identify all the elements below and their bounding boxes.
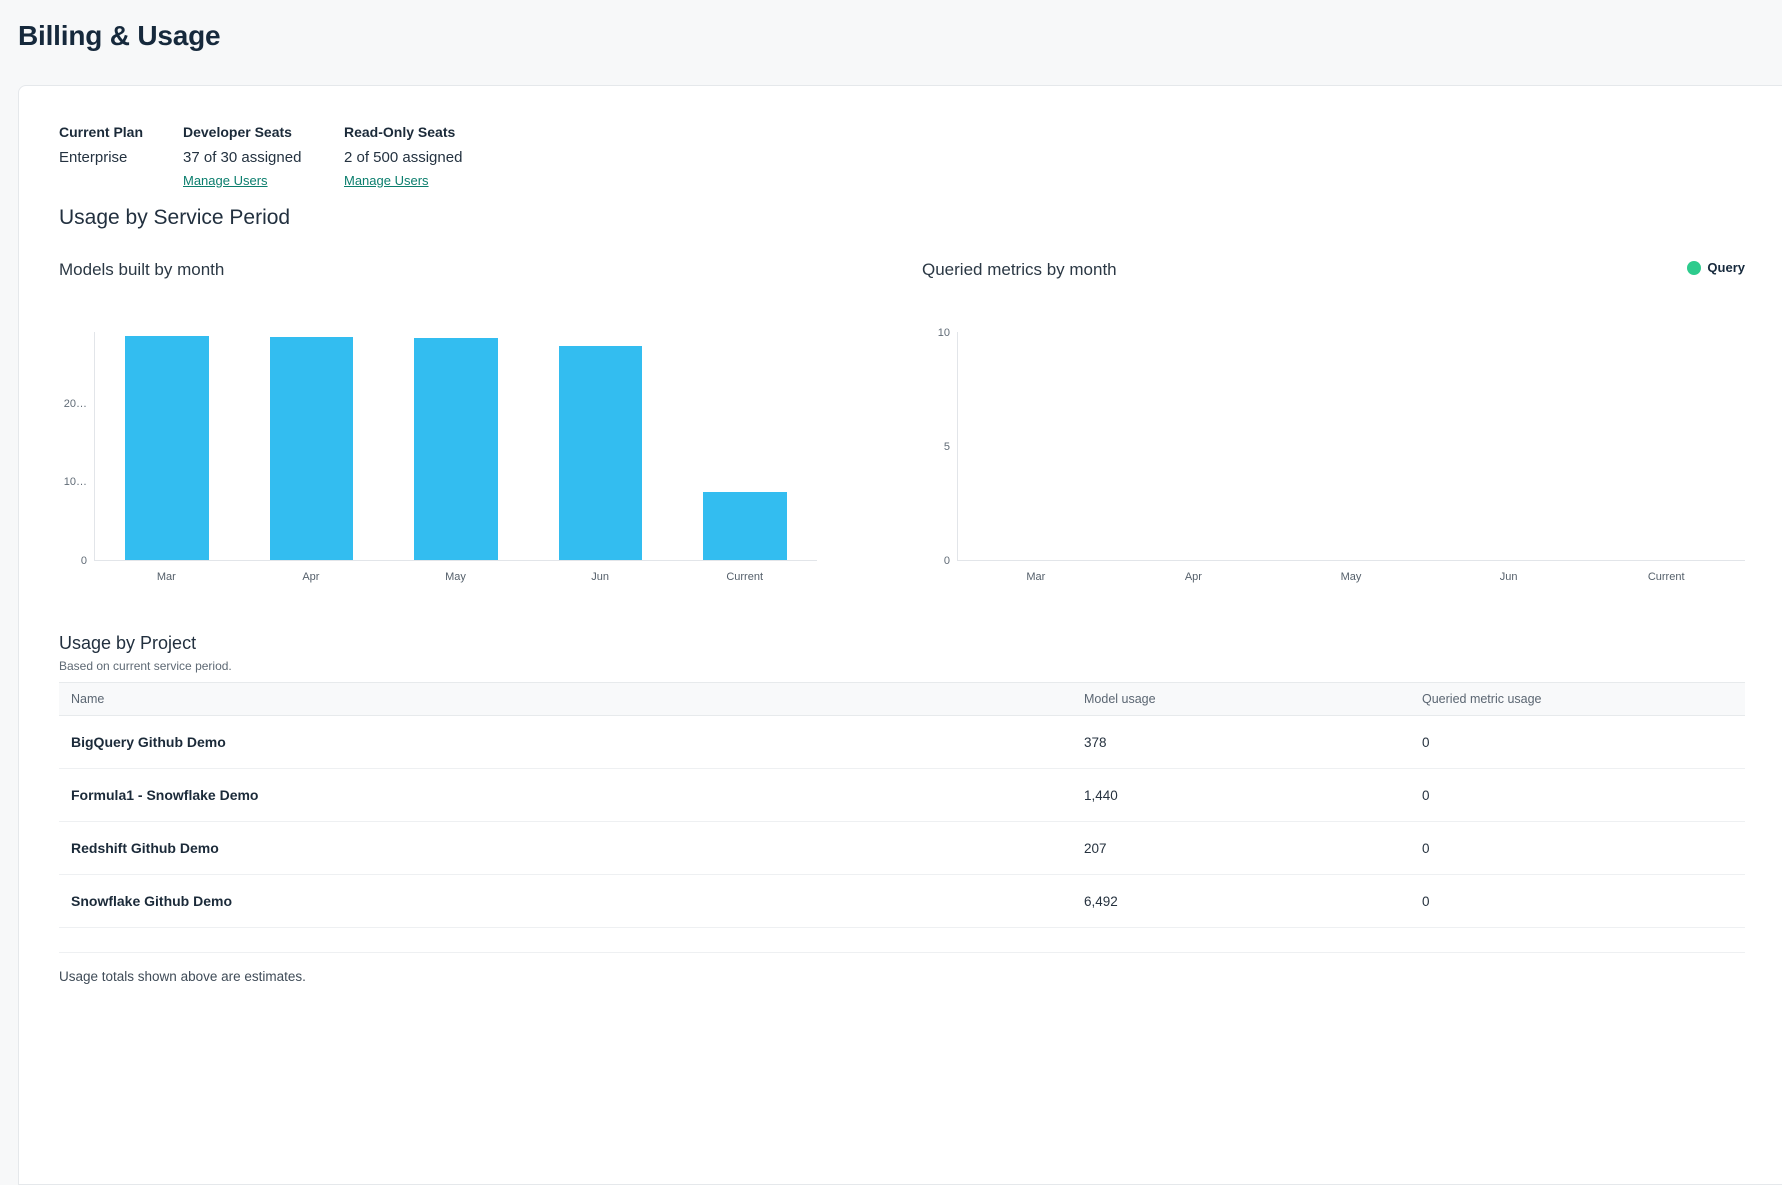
plot-area (94, 332, 817, 561)
table-row: Redshift Github Demo 207 0 (59, 821, 1745, 875)
bar-slot-apr (239, 332, 383, 560)
bar-apr (269, 336, 354, 560)
bar-slot-jun (528, 332, 672, 560)
y-axis-tick: 20… (63, 397, 87, 410)
y-axis: 0 10… 20… (59, 332, 94, 567)
legend-query: Query (1687, 260, 1745, 275)
x-axis: Mar Apr May Jun Current (94, 571, 817, 583)
model-usage-value: 378 (1072, 715, 1410, 769)
bar-slot-may (1273, 332, 1430, 560)
usage-footnote: Usage totals shown above are estimates. (59, 969, 306, 984)
queried-metric-usage-value: 0 (1410, 768, 1745, 822)
queried-metric-usage-value: 0 (1410, 874, 1745, 928)
bar-mar (125, 335, 210, 560)
current-plan-value: Enterprise (59, 149, 128, 166)
developer-seats-label: Developer Seats (183, 124, 292, 140)
project-name: Redshift Github Demo (59, 821, 1072, 875)
bar-slot-current (673, 332, 817, 560)
x-axis-label: Apr (302, 571, 320, 583)
table-spacer-row (59, 927, 1745, 953)
x-axis-label: Current (1647, 571, 1685, 583)
bar-slot-apr (1115, 332, 1272, 560)
bar-slot-jun (1430, 332, 1587, 560)
table-row: BigQuery Github Demo 378 0 (59, 715, 1745, 769)
column-header-queried-metric-usage: Queried metric usage (1410, 682, 1745, 716)
queried-metric-usage-value: 0 (1410, 821, 1745, 875)
bar-current (702, 492, 787, 560)
x-axis-label: May (1340, 571, 1362, 583)
legend-query-label: Query (1707, 260, 1745, 275)
column-header-model-usage: Model usage (1072, 682, 1410, 716)
y-axis-tick: 0 (943, 555, 950, 567)
bar-may (414, 338, 498, 560)
y-axis-tick: 10 (937, 327, 950, 339)
bar-slot-current (1588, 332, 1745, 560)
x-axis: Mar Apr May Jun Current (957, 571, 1745, 583)
plot-area (957, 332, 1745, 561)
manage-users-link-readonly[interactable]: Manage Users (344, 173, 429, 188)
x-axis-label: Jun (591, 571, 609, 583)
bar-slot-mar (95, 332, 239, 560)
y-axis-tick: 5 (943, 441, 950, 453)
usage-by-service-period-heading: Usage by Service Period (59, 206, 291, 229)
bar-slot-may (384, 332, 528, 560)
x-axis-label: Apr (1184, 571, 1202, 583)
page-title: Billing & Usage (18, 20, 221, 51)
queried-metric-usage-value: 0 (1410, 715, 1745, 769)
developer-seats-value: 37 of 30 assigned (183, 149, 302, 166)
usage-by-project-subtitle: Based on current service period. (59, 659, 232, 673)
x-axis-label: Current (726, 571, 764, 583)
usage-by-project-section: Usage by Project Based on current servic… (59, 633, 1749, 984)
developer-seats-block: Developer Seats 37 of 30 assigned Manage… (183, 124, 344, 190)
charts-row: Models built by month 0 10… 20… Mar Apr May J… (59, 260, 1749, 583)
y-axis: 0 5 10 (922, 327, 957, 567)
x-axis-label: Jun (1499, 571, 1518, 583)
table-row: Formula1 - Snowflake Demo 1,440 0 (59, 768, 1745, 822)
billing-card: Current Plan Enterprise Developer Seats … (18, 85, 1782, 1185)
queried-metrics-chart: Queried metrics by month Query 0 5 10 Mar A… (922, 260, 1745, 583)
read-only-seats-label: Read-Only Seats (344, 124, 456, 140)
page-header: Billing & Usage (0, 0, 1782, 85)
bar-jun (558, 346, 643, 560)
plan-summary: Current Plan Enterprise Developer Seats … (59, 124, 1749, 190)
model-usage-value: 6,492 (1072, 874, 1410, 928)
current-plan-label: Current Plan (59, 124, 144, 140)
usage-table: Name Model usage Queried metric usage Bi… (59, 682, 1745, 953)
table-row: Snowflake Github Demo 6,492 0 (59, 874, 1745, 928)
column-header-name: Name (59, 682, 1072, 716)
project-name: Formula1 - Snowflake Demo (59, 768, 1072, 822)
models-built-plot: 0 10… 20… (59, 332, 817, 567)
model-usage-value: 207 (1072, 821, 1410, 875)
usage-by-project-heading: Usage by Project (59, 633, 197, 653)
x-axis-label: May (445, 571, 466, 583)
x-axis-label: Mar (156, 571, 176, 583)
legend-dot-icon (1687, 260, 1702, 275)
project-name: BigQuery Github Demo (59, 715, 1072, 769)
y-axis-tick: 0 (80, 555, 87, 567)
y-axis-tick: 10… (63, 476, 87, 489)
queried-metrics-plot: 0 5 10 (922, 327, 1745, 567)
bar-slot-mar (958, 332, 1115, 560)
model-usage-value: 1,440 (1072, 768, 1410, 822)
queried-metrics-chart-title: Queried metrics by month (922, 260, 1117, 279)
manage-users-link-developer[interactable]: Manage Users (183, 173, 268, 188)
x-axis-label: Mar (1026, 571, 1046, 583)
models-built-chart-title: Models built by month (59, 260, 225, 279)
models-built-chart: Models built by month 0 10… 20… Mar Apr May J… (59, 260, 817, 583)
read-only-seats-block: Read-Only Seats 2 of 500 assigned Manage… (344, 124, 462, 190)
table-header-row: Name Model usage Queried metric usage (59, 682, 1745, 716)
project-name: Snowflake Github Demo (59, 874, 1072, 928)
current-plan-block: Current Plan Enterprise (59, 124, 183, 190)
read-only-seats-value: 2 of 500 assigned (344, 149, 463, 166)
